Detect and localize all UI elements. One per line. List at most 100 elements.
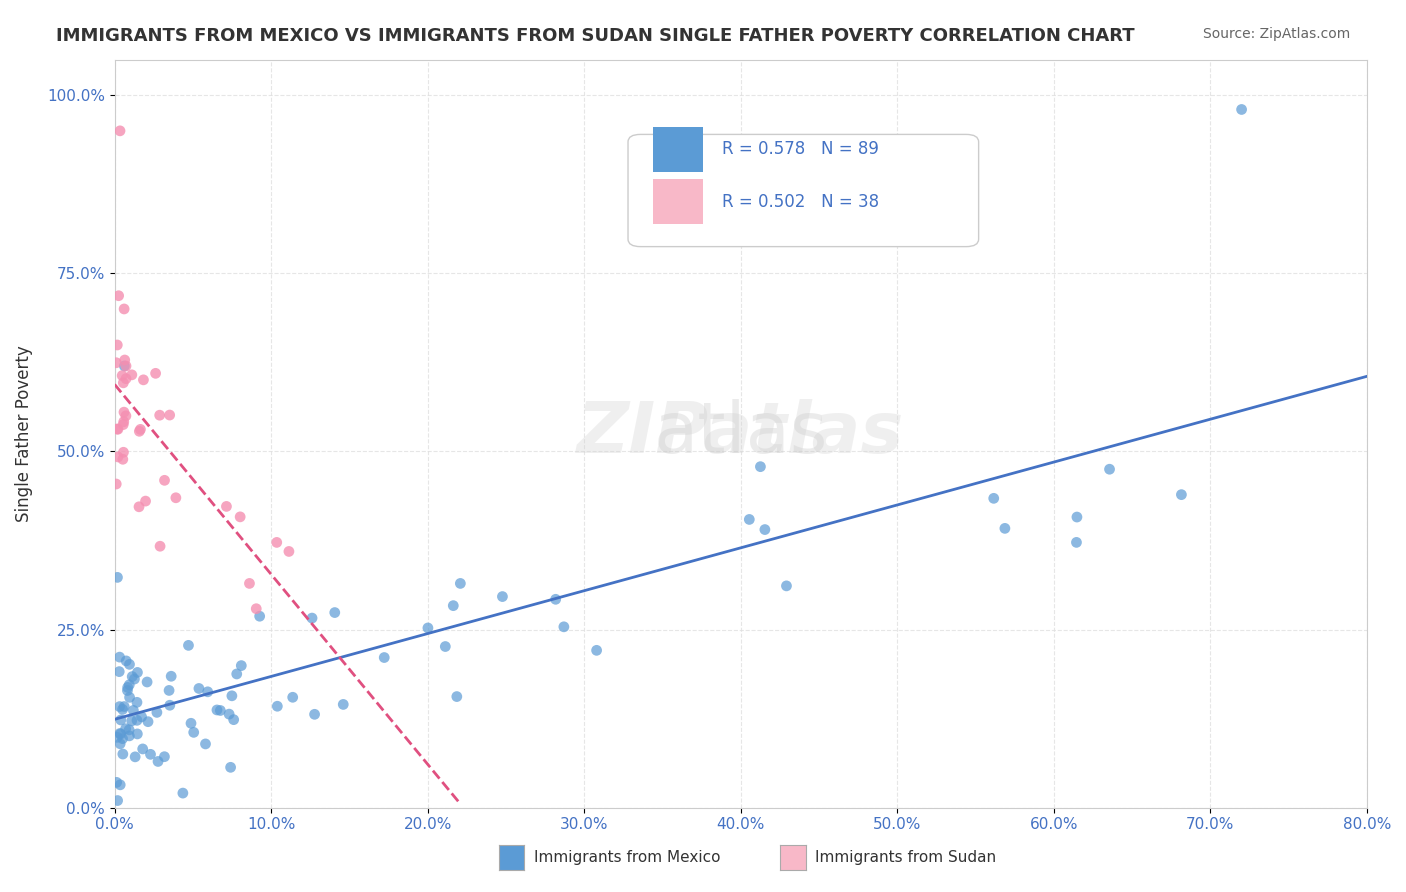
Point xyxy=(105,338,128,352)
Point xyxy=(105,775,128,789)
Point xyxy=(145,367,167,381)
Point xyxy=(135,494,157,508)
Point xyxy=(108,778,131,792)
Point xyxy=(434,640,457,654)
Point xyxy=(1066,510,1088,524)
Point xyxy=(146,706,169,720)
Point xyxy=(153,473,176,487)
Point xyxy=(266,699,288,714)
Point xyxy=(118,723,141,737)
Point xyxy=(107,289,129,303)
Point xyxy=(112,445,135,459)
Point xyxy=(159,408,181,422)
Point xyxy=(449,576,471,591)
Point xyxy=(108,737,131,751)
Point xyxy=(209,704,232,718)
Point xyxy=(114,722,136,736)
Point xyxy=(585,643,607,657)
Point xyxy=(107,570,129,584)
Text: Immigrants from Sudan: Immigrants from Sudan xyxy=(815,850,997,865)
Point xyxy=(165,491,187,505)
Point xyxy=(491,590,513,604)
Point xyxy=(128,500,150,514)
Point xyxy=(219,760,242,774)
FancyBboxPatch shape xyxy=(628,135,979,246)
Point xyxy=(110,727,132,741)
Bar xyxy=(652,127,703,172)
Point xyxy=(1066,535,1088,549)
Point xyxy=(136,675,159,690)
Point xyxy=(112,376,135,390)
Point xyxy=(115,372,138,386)
Point xyxy=(105,422,128,436)
Text: IMMIGRANTS FROM MEXICO VS IMMIGRANTS FROM SUDAN SINGLE FATHER POVERTY CORRELATIO: IMMIGRANTS FROM MEXICO VS IMMIGRANTS FRO… xyxy=(56,27,1135,45)
Point xyxy=(149,539,172,553)
Point xyxy=(108,699,131,714)
Point xyxy=(139,747,162,762)
Point xyxy=(128,425,150,439)
Point xyxy=(160,669,183,683)
Point xyxy=(111,731,134,746)
Point xyxy=(105,356,128,370)
Text: R = 0.578   N = 89: R = 0.578 N = 89 xyxy=(721,140,879,159)
Point xyxy=(110,713,132,727)
Point xyxy=(111,368,134,383)
Point xyxy=(229,509,252,524)
Point xyxy=(1230,103,1253,117)
Point xyxy=(112,301,135,316)
Point xyxy=(221,689,243,703)
Point xyxy=(281,690,304,705)
Point xyxy=(194,737,217,751)
Point xyxy=(231,658,253,673)
Point xyxy=(112,405,135,419)
Point xyxy=(159,698,181,713)
Point xyxy=(118,729,141,743)
Text: ZIPatlas: ZIPatlas xyxy=(576,399,904,468)
Point xyxy=(121,368,143,382)
Point xyxy=(122,703,145,717)
Point xyxy=(183,725,205,739)
Point xyxy=(108,650,131,665)
Point xyxy=(738,512,761,526)
Point xyxy=(1170,488,1192,502)
Point xyxy=(323,606,346,620)
Text: atlas: atlas xyxy=(654,399,828,468)
Point xyxy=(105,477,128,491)
Point xyxy=(249,609,271,624)
Point xyxy=(117,683,139,698)
Point xyxy=(115,654,138,668)
Text: Source: ZipAtlas.com: Source: ZipAtlas.com xyxy=(1202,27,1350,41)
Point xyxy=(124,749,146,764)
Point xyxy=(544,592,567,607)
Point xyxy=(245,601,267,615)
Point xyxy=(266,535,288,549)
Point xyxy=(446,690,468,704)
Point xyxy=(111,747,134,761)
Point xyxy=(111,452,134,467)
Point xyxy=(775,579,797,593)
Point xyxy=(118,657,141,672)
Point xyxy=(124,672,146,686)
Point xyxy=(172,786,194,800)
Point xyxy=(215,500,238,514)
Point xyxy=(1098,462,1121,476)
Text: R = 0.502   N = 38: R = 0.502 N = 38 xyxy=(721,193,879,211)
Point xyxy=(115,409,138,423)
Point xyxy=(114,353,136,368)
Point xyxy=(373,650,395,665)
Point xyxy=(118,690,141,705)
Point xyxy=(115,359,138,373)
Text: Immigrants from Mexico: Immigrants from Mexico xyxy=(534,850,721,865)
Point xyxy=(112,417,135,432)
Point xyxy=(754,523,776,537)
Point xyxy=(157,683,180,698)
Point xyxy=(112,415,135,429)
Point xyxy=(127,727,149,741)
Point xyxy=(105,731,128,745)
Point xyxy=(553,620,575,634)
Point xyxy=(107,422,129,436)
Point xyxy=(108,726,131,740)
Point xyxy=(149,408,172,422)
Point xyxy=(121,714,143,728)
Point xyxy=(132,373,155,387)
